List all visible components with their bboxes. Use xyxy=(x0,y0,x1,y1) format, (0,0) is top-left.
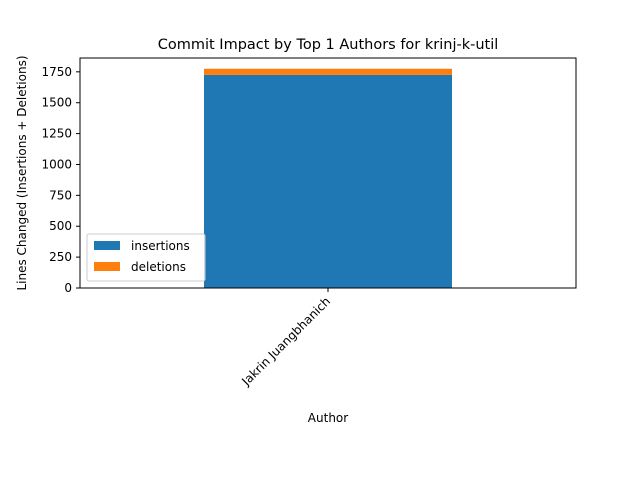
chart-title: Commit Impact by Top 1 Authors for krinj… xyxy=(158,37,499,53)
y-axis-label: Lines Changed (Insertions + Deletions) xyxy=(15,55,29,290)
bar-insertions-0 xyxy=(204,74,452,288)
legend-swatch-insertions xyxy=(94,241,120,250)
legend-label-deletions: deletions xyxy=(131,260,186,274)
y-tick-label: 250 xyxy=(49,250,72,264)
y-tick-label: 500 xyxy=(49,219,72,233)
bars-group xyxy=(204,68,452,288)
y-tick-label: 1250 xyxy=(41,127,72,141)
y-tick-label: 0 xyxy=(64,281,72,295)
legend-label-insertions: insertions xyxy=(131,239,190,253)
y-tick-label: 1000 xyxy=(41,157,72,171)
y-tick-label: 1750 xyxy=(41,65,72,79)
y-axis-ticks: 0 250 500 750 1000 1250 1500 1750 xyxy=(41,65,80,295)
legend-swatch-deletions xyxy=(94,262,120,271)
legend: insertions deletions xyxy=(86,233,206,282)
x-axis-label: Author xyxy=(308,411,348,425)
bar-deletions-0 xyxy=(204,68,452,75)
y-tick-label: 1500 xyxy=(41,96,72,110)
y-tick-label: 750 xyxy=(49,188,72,202)
